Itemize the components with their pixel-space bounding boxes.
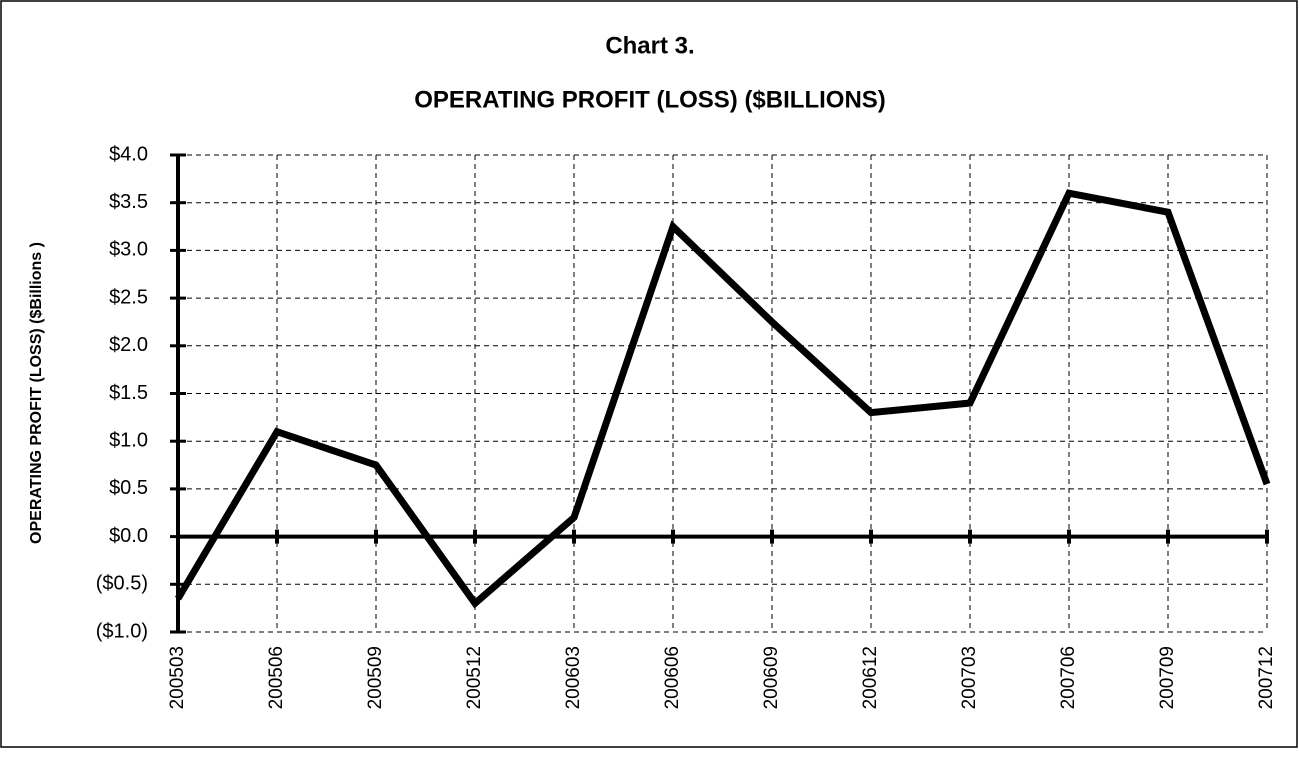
x-tick-label: 200503 [167, 646, 188, 709]
y-axis-label: OPERATING PROFIT (LOSS) ($Billions ) [28, 242, 45, 544]
y-tick-label: ($1.0) [96, 620, 148, 642]
y-tick-label: ($0.5) [96, 573, 148, 595]
data-line [174, 189, 1271, 609]
x-tick-label: 200606 [662, 646, 683, 709]
chart-title: Chart 3. [605, 32, 694, 59]
chart-title: OPERATING PROFIT (LOSS) ($BILLIONS) [414, 86, 886, 113]
y-tick-label: $3.0 [109, 239, 148, 261]
x-tick-label: 200612 [860, 646, 881, 709]
y-tick-label: $0.0 [109, 525, 148, 547]
chart-frame [0, 0, 1298, 748]
y-tick-label: $2.0 [109, 334, 148, 356]
x-tick-label: 200509 [365, 646, 386, 709]
x-tick-label: 200709 [1157, 646, 1178, 709]
x-tick-label: 200712 [1256, 646, 1277, 709]
y-tick-label: $4.0 [109, 143, 148, 165]
x-tick-label: 200512 [464, 646, 485, 709]
y-tick-label: $1.5 [109, 382, 148, 404]
y-tick-label: $3.5 [109, 191, 148, 213]
y-tick-label: $1.0 [109, 429, 148, 451]
x-tick-label: 200609 [761, 646, 782, 709]
y-tick-label: $2.5 [109, 286, 148, 308]
x-tick-label: 200703 [959, 646, 980, 709]
x-tick-label: 200506 [266, 646, 287, 709]
x-tick-label: 200706 [1058, 646, 1079, 709]
y-tick-label: $0.5 [109, 477, 148, 499]
x-tick-label: 200603 [563, 646, 584, 709]
